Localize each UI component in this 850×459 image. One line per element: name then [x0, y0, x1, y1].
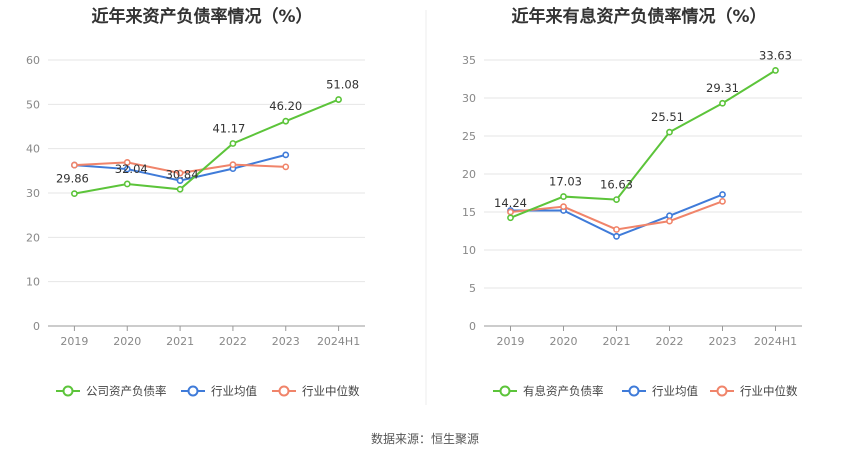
legend-entry: 行业中位数 [302, 384, 360, 398]
series-line-1 [74, 98, 339, 195]
legend-entry: 行业中位数 [740, 384, 798, 398]
y-tick-label: 60 [26, 54, 40, 67]
y-tick-label: 35 [462, 54, 476, 67]
data-label: 32.04 [115, 162, 148, 176]
data-label: 51.08 [326, 78, 359, 92]
data-point [176, 177, 184, 184]
data-point [507, 208, 514, 216]
data-point [335, 96, 342, 103]
data-point [613, 226, 620, 233]
data-label: 41.17 [212, 121, 245, 135]
data-point [176, 185, 184, 193]
x-tick-label: 2021 [166, 335, 194, 348]
y-tick-label: 20 [462, 168, 476, 181]
legend-entry: 有息资产负债率 [523, 384, 604, 398]
chart-title: 近年来有息资产负债率情况（%） [511, 6, 766, 27]
data-point [123, 159, 131, 166]
data-point [282, 163, 290, 171]
y-tick-label: 50 [26, 98, 40, 111]
chart-panel-1: 近年来资产负债率情况（%） 0 10 20 30 40 50 60 2019 2020 2021 20… [26, 6, 365, 398]
x-tick-label: 2023 [709, 335, 737, 348]
data-point [176, 169, 184, 177]
x-tick-label: 2024H1 [317, 335, 360, 348]
data-point [71, 190, 78, 198]
y-tick-label: 25 [462, 130, 476, 143]
x-tick-label: 2021 [603, 335, 631, 348]
data-point [719, 99, 726, 107]
series-line-1 [510, 69, 777, 219]
y-tick-label: 30 [462, 92, 476, 105]
legend-swatch-marker [278, 385, 290, 397]
data-label: 29.86 [56, 172, 89, 186]
data-point [229, 161, 237, 169]
data-label: 30.84 [166, 167, 199, 181]
y-tick-label: 30 [26, 187, 40, 200]
data-point [507, 214, 514, 222]
y-tick-label: 40 [26, 143, 40, 156]
data-point [123, 165, 131, 173]
data-point [282, 151, 290, 159]
legend-swatch-marker [716, 385, 728, 397]
data-point [719, 197, 726, 205]
x-tick-label: 2022 [656, 335, 684, 348]
data-point [123, 180, 131, 188]
x-tick-label: 2019 [497, 335, 525, 348]
y-tick-label: 5 [469, 282, 476, 295]
chart-panel-2: 近年来有息资产负债率情况（%） 0 5 10 15 20 25 30 35 2019 2020 202… [462, 6, 802, 398]
x-tick-label: 2024H1 [754, 335, 797, 348]
data-label: 17.03 [549, 175, 582, 189]
y-tick-label: 0 [33, 320, 40, 333]
data-label: 14.24 [494, 196, 527, 210]
y-tick-label: 0 [469, 320, 476, 333]
data-point [282, 117, 290, 125]
data-label: 16.63 [600, 178, 633, 192]
y-tick-label: 10 [26, 276, 40, 289]
legend-entry: 行业均值 [211, 384, 257, 398]
data-label: 29.31 [706, 81, 739, 95]
y-tick-label: 10 [462, 244, 476, 257]
legend-entry: 公司资产负债率 [86, 384, 167, 398]
data-point [719, 191, 726, 198]
source-label: 数据来源：恒生聚源 [371, 431, 479, 446]
data-label: 33.63 [759, 48, 792, 62]
y-tick-label: 20 [26, 231, 40, 244]
legend-swatch-marker [62, 385, 74, 397]
chart-title: 近年来资产负债率情况（%） [91, 6, 312, 27]
legend-swatch-marker [628, 385, 640, 397]
data-point [772, 67, 779, 74]
data-point [666, 217, 673, 225]
x-tick-label: 2023 [272, 335, 300, 348]
x-tick-label: 2022 [219, 335, 247, 348]
legend-entry: 行业均值 [652, 384, 698, 398]
legend-swatch-marker [187, 385, 199, 397]
data-point [560, 193, 567, 200]
data-point [666, 128, 673, 136]
data-point [666, 212, 673, 220]
y-tick-label: 15 [462, 206, 476, 219]
data-point [613, 196, 620, 204]
data-point [229, 140, 237, 147]
x-tick-label: 2020 [113, 335, 141, 348]
data-point [71, 161, 78, 169]
data-point [613, 232, 620, 240]
data-label: 46.20 [269, 99, 302, 113]
x-tick-label: 2019 [60, 335, 88, 348]
x-tick-label: 2020 [550, 335, 578, 348]
data-point [560, 203, 567, 211]
legend-swatch-marker [499, 385, 511, 397]
data-label: 25.51 [651, 110, 684, 124]
